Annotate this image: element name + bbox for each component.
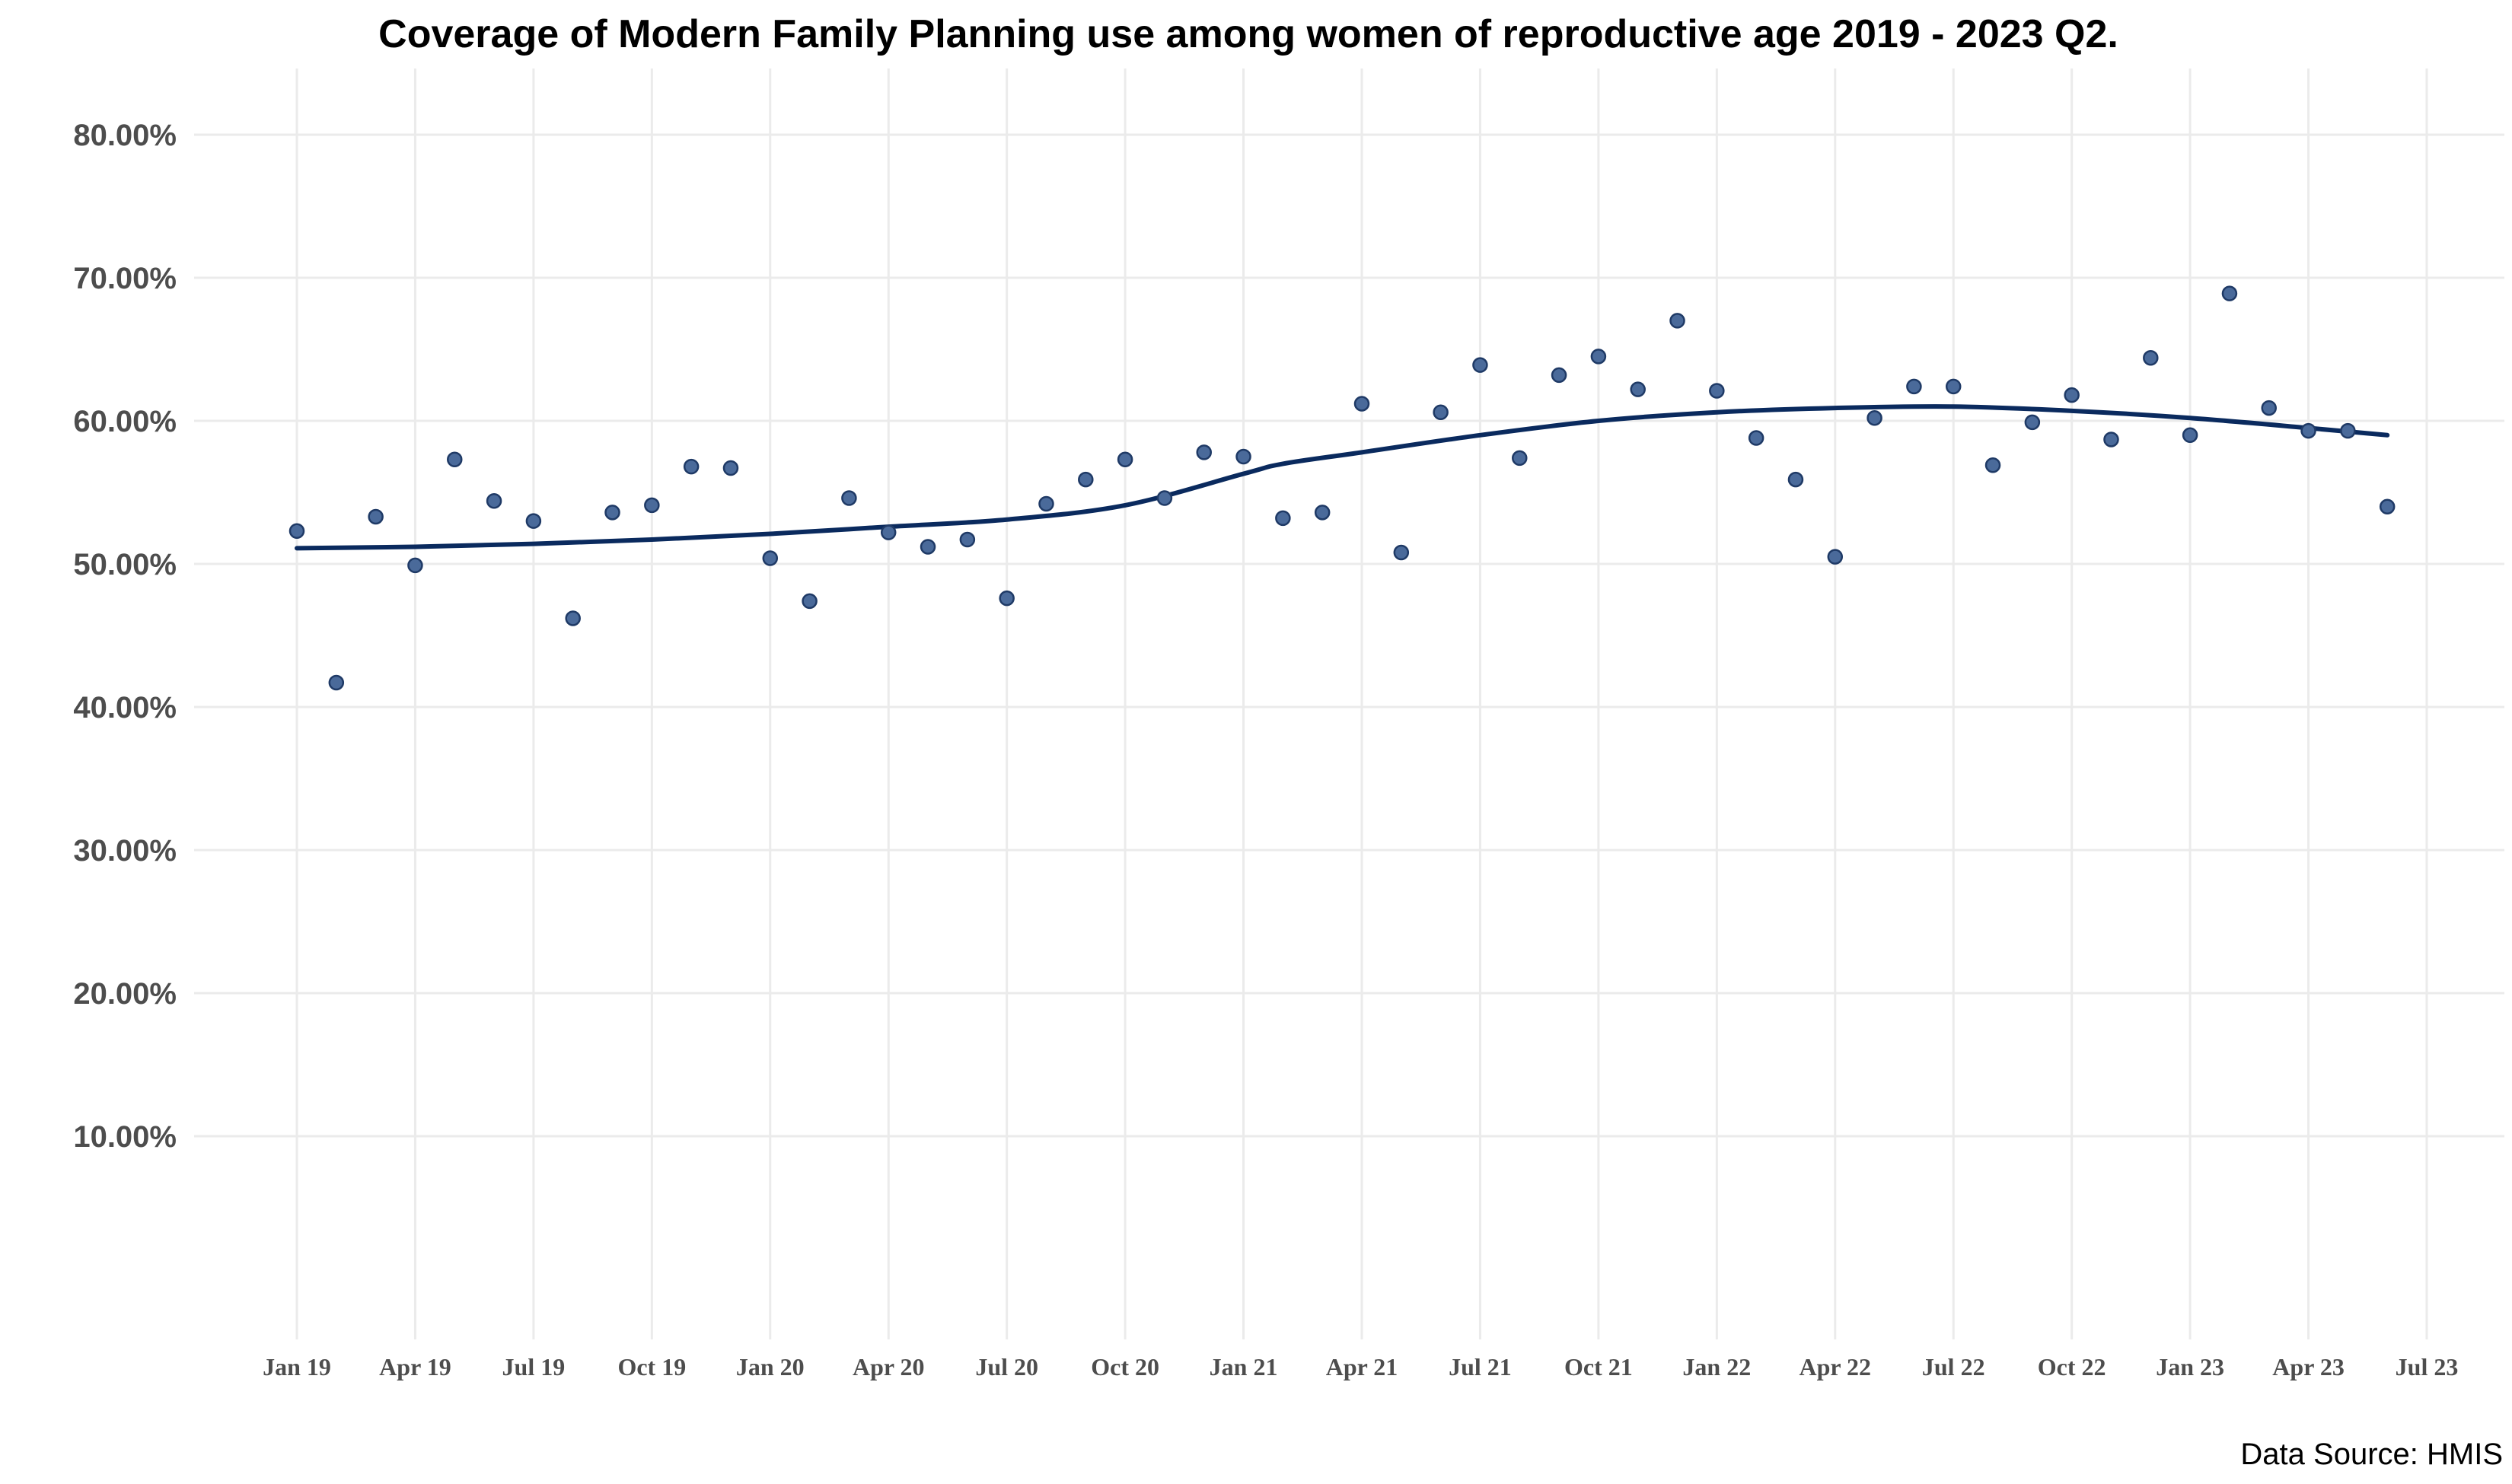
data-point xyxy=(2103,432,2119,447)
data-point xyxy=(1275,510,1291,527)
trend-line-layer xyxy=(295,404,2390,551)
data-point xyxy=(1235,448,1251,465)
data-point xyxy=(407,557,423,574)
data-point xyxy=(920,539,936,555)
x-tick-label: Apr 21 xyxy=(1326,1353,1398,1381)
data-point xyxy=(2221,285,2238,301)
data-point xyxy=(722,460,739,476)
y-axis-tick-labels: 10.00% 20.00% 30.00% 40.00% 50.00% 60.00% 70.0… xyxy=(73,119,177,1154)
data-point xyxy=(2143,350,2159,366)
data-point xyxy=(2024,414,2041,431)
x-tick-label: Oct 20 xyxy=(1091,1353,1159,1381)
data-points xyxy=(288,285,2396,691)
x-tick-label: Jan 23 xyxy=(2156,1353,2224,1381)
grid xyxy=(194,68,2504,1339)
chart-title: Coverage of Modern Family Planning use a… xyxy=(378,12,2118,56)
data-point xyxy=(368,508,384,525)
x-tick-label: Jan 22 xyxy=(1682,1353,1751,1381)
data-point xyxy=(2182,427,2198,444)
x-tick-label: Jul 19 xyxy=(502,1353,566,1381)
data-point xyxy=(1906,378,1922,395)
data-point xyxy=(1945,378,1962,395)
data-point xyxy=(1314,505,1331,521)
y-tick-label: 50.00% xyxy=(73,548,177,581)
data-point xyxy=(1787,471,1804,488)
data-point xyxy=(1512,450,1528,467)
data-point xyxy=(328,674,345,691)
x-tick-label: Oct 21 xyxy=(1564,1353,1633,1381)
data-point xyxy=(2300,422,2316,439)
data-point xyxy=(1038,495,1054,512)
data-point xyxy=(880,524,897,540)
y-tick-label: 30.00% xyxy=(73,834,177,868)
data-point xyxy=(644,497,660,514)
data-point xyxy=(1196,444,1212,460)
data-point xyxy=(1827,549,1844,565)
x-tick-label: Oct 19 xyxy=(617,1353,686,1381)
data-point xyxy=(2379,498,2396,515)
x-tick-label: Apr 20 xyxy=(853,1353,925,1381)
y-tick-label: 60.00% xyxy=(73,405,177,438)
data-point xyxy=(1551,367,1567,384)
y-tick-label: 20.00% xyxy=(73,977,177,1011)
data-point xyxy=(802,593,818,610)
data-point xyxy=(1709,383,1725,399)
data-point xyxy=(1472,357,1488,373)
x-tick-label: Jul 21 xyxy=(1449,1353,1512,1381)
data-point xyxy=(1590,349,1607,365)
data-point xyxy=(1078,471,1094,488)
data-point xyxy=(604,505,620,521)
x-tick-label: Apr 23 xyxy=(2272,1353,2345,1381)
data-point xyxy=(1669,313,1685,329)
x-tick-label: Jan 20 xyxy=(736,1353,805,1381)
x-tick-label: Jan 19 xyxy=(263,1353,331,1381)
y-tick-label: 40.00% xyxy=(73,691,177,724)
data-point xyxy=(841,490,857,506)
y-tick-label: 10.00% xyxy=(73,1120,177,1154)
data-point xyxy=(2340,422,2356,439)
data-point xyxy=(999,590,1015,607)
data-point xyxy=(1866,409,1882,426)
x-tick-label: Jul 20 xyxy=(975,1353,1038,1381)
data-point xyxy=(447,451,463,468)
data-point xyxy=(2064,387,2080,403)
data-point xyxy=(1353,396,1370,412)
data-point xyxy=(1748,430,1764,446)
x-tick-label: Jul 23 xyxy=(2396,1353,2459,1381)
y-tick-label: 70.00% xyxy=(73,262,177,295)
data-point xyxy=(1156,490,1173,506)
data-point xyxy=(565,610,581,626)
data-point xyxy=(1117,451,1133,468)
data-point xyxy=(288,523,305,540)
data-point xyxy=(683,458,700,475)
x-tick-label: Apr 19 xyxy=(379,1353,451,1381)
data-point xyxy=(2261,400,2277,416)
trend-line xyxy=(295,404,2390,551)
data-point xyxy=(1630,381,1646,397)
data-source-caption: Data Source: HMIS xyxy=(2240,1438,2503,1471)
x-tick-label: Apr 22 xyxy=(1800,1353,1872,1381)
x-tick-label: Oct 22 xyxy=(2038,1353,2106,1381)
data-point xyxy=(1433,404,1449,420)
x-tick-label: Jul 22 xyxy=(1922,1353,1985,1381)
data-point xyxy=(1393,544,1410,561)
data-point xyxy=(525,513,542,529)
x-axis-tick-labels: Jan 19 Apr 19 Jul 19 Oct 19 Jan 20 Apr 20 Jul … xyxy=(263,1353,2458,1381)
y-tick-label: 80.00% xyxy=(73,119,177,152)
data-point xyxy=(762,550,779,566)
x-tick-label: Jan 21 xyxy=(1210,1353,1278,1381)
data-point xyxy=(486,493,502,509)
data-point xyxy=(959,531,976,548)
data-point xyxy=(1984,457,2001,473)
